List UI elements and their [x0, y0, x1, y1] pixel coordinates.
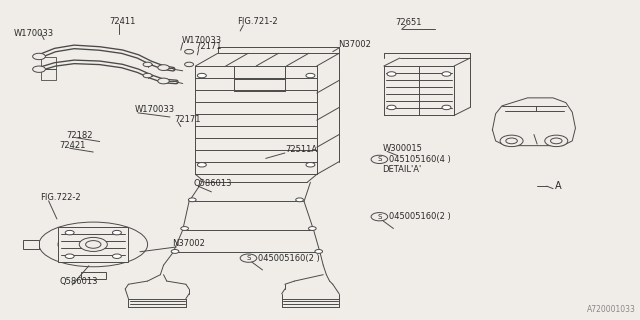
Circle shape [143, 62, 152, 67]
Text: 72421: 72421 [60, 141, 86, 150]
Text: W170033: W170033 [13, 29, 54, 38]
Circle shape [197, 73, 206, 78]
Circle shape [550, 138, 562, 144]
Text: W170033: W170033 [135, 105, 175, 114]
Circle shape [306, 73, 315, 78]
Bar [41, 69, 56, 80]
Circle shape [188, 198, 196, 202]
Text: S: S [246, 255, 251, 261]
Circle shape [158, 65, 170, 70]
Text: Q586013: Q586013 [60, 277, 98, 286]
Text: 72411: 72411 [109, 17, 136, 26]
Text: 045005160(2 ): 045005160(2 ) [389, 212, 451, 221]
Circle shape [240, 254, 257, 262]
Text: S: S [377, 214, 381, 220]
Circle shape [113, 230, 122, 235]
Circle shape [308, 227, 316, 230]
Circle shape [184, 50, 193, 54]
Circle shape [158, 78, 170, 84]
Circle shape [500, 135, 523, 147]
Circle shape [172, 250, 179, 253]
Bar [81, 271, 106, 278]
Text: 72171: 72171 [195, 42, 222, 51]
Circle shape [296, 198, 303, 202]
Circle shape [442, 72, 451, 76]
Text: N37002: N37002 [172, 239, 205, 248]
Circle shape [143, 73, 152, 78]
Bar [41, 57, 56, 68]
Circle shape [506, 138, 517, 144]
Circle shape [371, 155, 388, 164]
Circle shape [86, 241, 101, 248]
Text: S: S [377, 156, 381, 162]
Text: 72651: 72651 [396, 18, 422, 27]
Text: W300015: W300015 [383, 144, 422, 153]
Bar [23, 240, 39, 249]
Circle shape [180, 227, 188, 230]
Circle shape [65, 230, 74, 235]
Text: 045005160(2 ): 045005160(2 ) [258, 254, 320, 263]
Circle shape [315, 250, 323, 253]
Bar [58, 227, 129, 262]
Circle shape [79, 237, 108, 252]
Circle shape [387, 105, 396, 110]
Text: A720001033: A720001033 [588, 305, 636, 314]
Circle shape [306, 163, 315, 167]
Circle shape [184, 62, 193, 67]
Text: DETAIL'A': DETAIL'A' [383, 165, 422, 174]
Text: W170033: W170033 [181, 36, 221, 45]
Text: 72182: 72182 [66, 131, 92, 140]
Text: A: A [555, 181, 562, 191]
Text: 045105160(4 ): 045105160(4 ) [389, 155, 451, 164]
Text: FIG.722-2: FIG.722-2 [40, 193, 81, 202]
Text: 72171: 72171 [174, 115, 201, 124]
Text: Q586013: Q586013 [193, 179, 232, 188]
Circle shape [197, 163, 206, 167]
Circle shape [33, 66, 45, 72]
Circle shape [442, 105, 451, 110]
Circle shape [545, 135, 568, 147]
Circle shape [65, 254, 74, 259]
Circle shape [371, 212, 388, 221]
Circle shape [387, 72, 396, 76]
Circle shape [33, 53, 45, 60]
Text: FIG.721-2: FIG.721-2 [237, 17, 278, 26]
Circle shape [113, 254, 122, 259]
Text: 72511A: 72511A [285, 145, 317, 154]
Text: N37002: N37002 [338, 40, 371, 49]
